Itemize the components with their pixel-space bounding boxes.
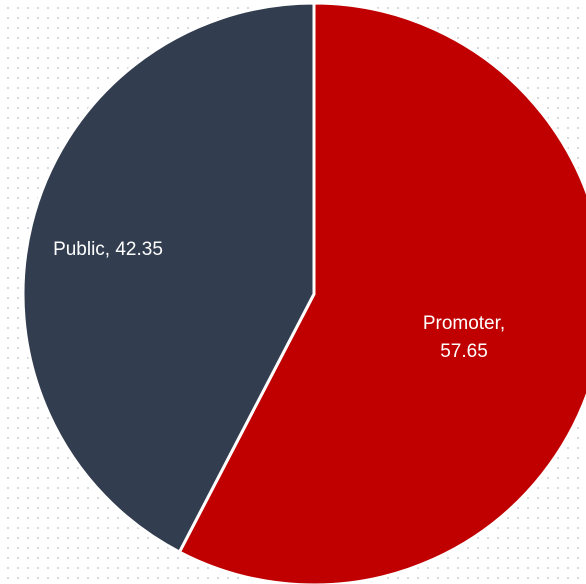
pie-slice-promoter — [177, 1, 586, 584]
data-label-line: Promoter, — [423, 313, 505, 334]
pie-slices — [21, 1, 586, 584]
data-label-line: 57.65 — [440, 341, 488, 362]
data-label-promoter: Promoter, 57.65 — [423, 313, 505, 362]
data-label-line: Public, 42.35 — [53, 239, 163, 260]
data-label-public: Public, 42.35 — [53, 239, 163, 260]
pie-slice-public — [21, 1, 316, 555]
pie-labels: Promoter, 57.65 Public, 42.35 — [53, 239, 505, 362]
